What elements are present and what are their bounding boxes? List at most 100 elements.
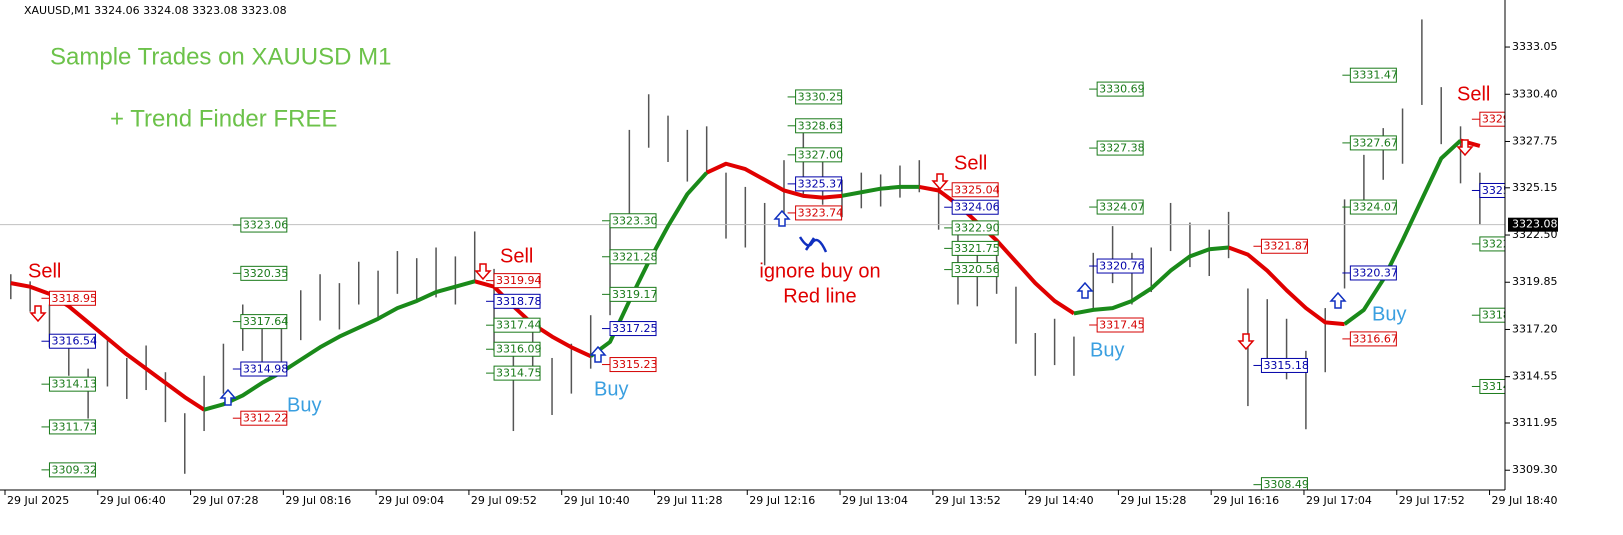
y-tick-label: 3319.85 — [1512, 275, 1558, 288]
price-label-box — [951, 240, 999, 256]
trend-line — [1227, 245, 1345, 327]
price-label-box — [493, 317, 541, 333]
x-tick-label: 29 Jul 15:28 — [1120, 494, 1186, 507]
signal-label: Sell — [954, 152, 987, 174]
price-label-box — [493, 293, 541, 309]
y-tick-label: 3327.75 — [1512, 134, 1558, 147]
trend-line — [841, 184, 920, 198]
price-label-box — [1349, 199, 1397, 215]
price-label-box — [1349, 135, 1397, 151]
price-label-box — [48, 419, 96, 435]
x-tick-label: 29 Jul 17:04 — [1306, 494, 1372, 507]
price-label-box — [240, 217, 288, 233]
price-label: 3317.44 — [496, 319, 542, 332]
price-label: 3314.13 — [51, 378, 97, 391]
x-tick-label: 29 Jul 07:28 — [193, 494, 259, 507]
y-tick-label: 3317.20 — [1512, 322, 1558, 335]
x-tick-label: 29 Jul 18:40 — [1492, 494, 1558, 507]
last-price-label: 3323.08 — [1512, 218, 1558, 231]
quote: 3323.08 — [241, 4, 287, 17]
price-label-box — [1479, 111, 1505, 127]
price-label: 3324.07 — [1099, 201, 1145, 214]
price-label: 3317.25 — [612, 322, 658, 335]
signal-label: Buy — [1372, 303, 1406, 325]
price-label: 3325.04 — [954, 183, 1000, 196]
price-label-box — [1096, 81, 1144, 97]
price-label-box — [609, 213, 657, 229]
sell-arrow — [29, 305, 47, 323]
price-label: 3325.37 — [798, 177, 844, 190]
y-tick-label: 3314.55 — [1512, 370, 1558, 383]
price-label: 3321.28 — [612, 250, 658, 263]
signal-arrows — [29, 139, 1474, 406]
sell-arrow — [931, 173, 949, 191]
x-tick-label: 29 Jul 13:04 — [842, 494, 908, 507]
plot-area: 3318.95 3316.54 3314.13 3311.73 3309.32 3312.… — [0, 19, 1510, 491]
x-tick-label: 29 Jul 13:52 — [935, 494, 1001, 507]
price-label: 3319.17 — [612, 288, 658, 301]
buy-arrow — [1076, 281, 1094, 299]
price-label: 3309.32 — [51, 463, 97, 476]
trend-line — [203, 279, 476, 412]
price-label-box — [1479, 182, 1505, 198]
price-label: 3317.64 — [243, 315, 289, 328]
price-label: 3323.06 — [243, 219, 289, 232]
buy-arrow — [773, 209, 791, 227]
trend-line — [918, 184, 1076, 316]
price-label-box — [1096, 317, 1144, 333]
price-label: 3312.22 — [243, 412, 289, 425]
annotation: ignore buy on — [759, 260, 880, 282]
price-label: 3324.06 — [954, 201, 1000, 214]
price-label: 3314 — [1482, 380, 1510, 393]
chart-subtitle: + Trend Finder FREE — [110, 105, 337, 132]
y-tick-label: 3311.95 — [1512, 416, 1558, 429]
price-label: 3330.25 — [798, 90, 844, 103]
price-label: 3323.30 — [612, 214, 658, 227]
x-tick-label: 29 Jul 2025 — [7, 494, 69, 507]
price-label: 3311.73 — [51, 420, 97, 433]
overlay: 3323.08 — [1508, 217, 1558, 232]
price-label-box — [1349, 331, 1397, 347]
price-label: 3331.47 — [1352, 69, 1398, 82]
price-label-box — [1096, 140, 1144, 156]
price-label: 3322.90 — [954, 221, 1000, 234]
x-tick-label: 29 Jul 10:40 — [564, 494, 630, 507]
price-label: 3330.69 — [1099, 83, 1145, 96]
price-label-box — [240, 314, 288, 330]
trend-line — [705, 161, 843, 200]
price-label-box — [1096, 258, 1144, 274]
price-label: 3314.75 — [496, 367, 542, 380]
price-label: 3320.56 — [954, 263, 1000, 276]
price-label-box — [1349, 67, 1397, 83]
y-tick-label: 3333.05 — [1512, 40, 1558, 53]
trend-line — [1073, 245, 1229, 316]
buy-arrow — [589, 345, 607, 363]
price-label-box — [48, 333, 96, 349]
price-label: 3318 — [1482, 309, 1510, 322]
price-label: 3320.35 — [243, 267, 289, 280]
price-label-box — [609, 357, 657, 373]
price-label-box — [1260, 238, 1308, 254]
signal-label: Sell — [1457, 83, 1490, 105]
price-label: 3320.76 — [1099, 260, 1145, 273]
price-label-box — [240, 361, 288, 377]
y-tick-label: 3309.30 — [1512, 463, 1558, 476]
price-label: 3315.18 — [1263, 359, 1309, 372]
chart-title: Sample Trades on XAUUSD M1 — [50, 43, 391, 70]
signal-label: Sell — [28, 260, 61, 282]
price-label: 3308.49 — [1263, 478, 1309, 491]
x-tick-label: 29 Jul 17:52 — [1399, 494, 1465, 507]
price-label: 3327.67 — [1352, 136, 1398, 149]
x-tick-label: 29 Jul 11:28 — [656, 494, 722, 507]
price-label-box — [795, 89, 843, 105]
price-label-box — [951, 199, 999, 215]
price-label: 3315.23 — [612, 358, 658, 371]
price-label-box — [1349, 265, 1397, 281]
signal-label: Buy — [1090, 339, 1124, 361]
sell-arrow — [474, 263, 492, 281]
price-label-box — [795, 205, 843, 221]
price-label-box — [609, 249, 657, 265]
buy-arrow — [1329, 291, 1347, 309]
x-tick-label: 29 Jul 12:16 — [749, 494, 815, 507]
quote: 3323.08 — [192, 4, 238, 17]
